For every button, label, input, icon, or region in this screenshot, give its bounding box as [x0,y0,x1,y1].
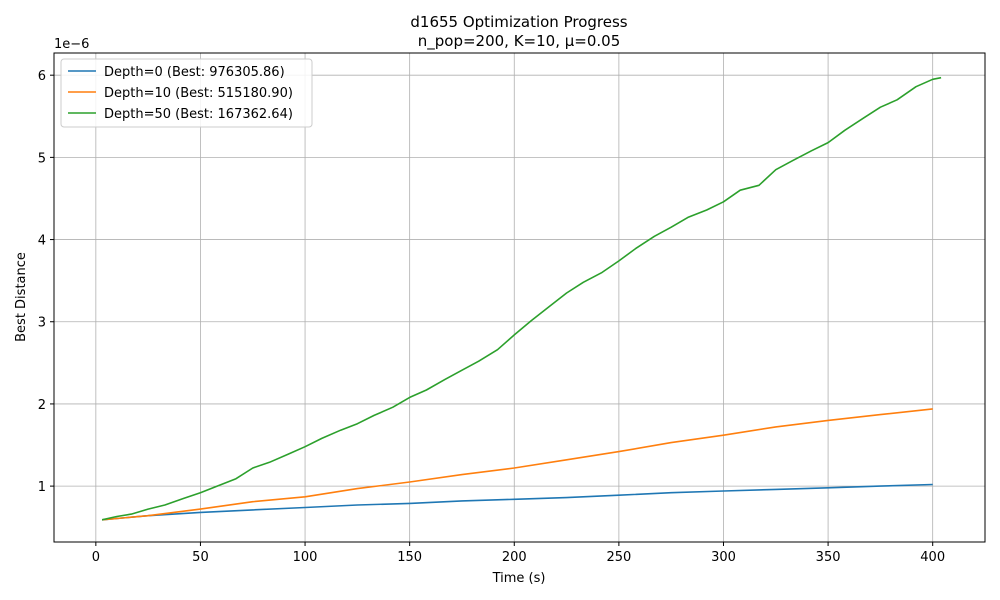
x-tick-label: 100 [293,550,318,565]
y-axis-label: Best Distance [14,252,29,342]
legend-box [60,58,313,128]
y-tick-label: 2 [38,398,46,413]
x-tick-label: 150 [397,550,422,565]
y-offset-label: 1e−6 [54,37,89,52]
legend-label-0: Depth=0 (Best: 976305.86) [104,65,285,80]
series-line-2 [101,76,942,521]
x-tick-label: 400 [920,550,945,565]
y-tick-label: 4 [38,234,46,249]
chart-subtitle: n_pop=200, K=10, μ=0.05 [418,32,621,51]
x-axis-ticks: 0 50 100 150 200 250 300 350 400 [92,542,945,565]
plot-frame [53,52,986,543]
series-lines [101,76,942,521]
gridlines [54,53,985,542]
x-tick-label: 300 [711,550,736,565]
x-tick-label: 350 [816,550,841,565]
y-tick-label: 1 [38,480,46,495]
x-tick-label: 200 [502,550,527,565]
x-tick-label: 0 [92,550,100,565]
series-line-0 [102,483,933,521]
y-tick-label: 5 [38,151,46,166]
chart-title: d1655 Optimization Progress [410,13,627,31]
legend: Depth=0 (Best: 976305.86) Depth=10 (Best:… [60,58,313,128]
y-axis-ticks: 1 2 3 4 5 6 [38,69,54,495]
series-line-1 [102,408,933,521]
y-tick-label: 3 [38,316,46,331]
legend-label-2: Depth=50 (Best: 167362.64) [104,107,293,122]
x-tick-label: 50 [192,550,209,565]
legend-label-1: Depth=10 (Best: 515180.90) [104,86,293,101]
x-axis-label: Time (s) [492,571,546,586]
y-tick-label: 6 [38,69,46,84]
x-tick-label: 250 [606,550,631,565]
